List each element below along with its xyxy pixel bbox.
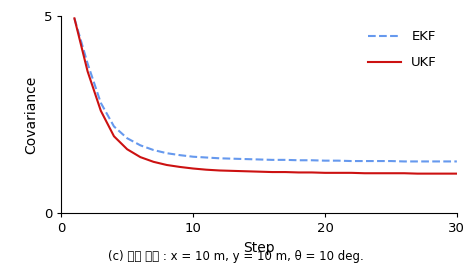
- EKF: [177, 153, 183, 157]
- UKF: [414, 172, 420, 175]
- Line: EKF: EKF: [74, 18, 457, 161]
- EKF: [98, 101, 104, 105]
- UKF: [85, 70, 90, 73]
- UKF: [203, 168, 209, 171]
- EKF: [283, 158, 288, 162]
- EKF: [296, 159, 301, 162]
- EKF: [72, 17, 77, 20]
- UKF: [428, 172, 433, 175]
- EKF: [335, 159, 341, 162]
- UKF: [309, 171, 315, 174]
- UKF: [151, 160, 156, 164]
- EKF: [151, 149, 156, 152]
- EKF: [203, 156, 209, 159]
- UKF: [296, 171, 301, 174]
- EKF: [256, 158, 262, 161]
- EKF: [454, 160, 460, 163]
- EKF: [362, 159, 367, 163]
- UKF: [283, 170, 288, 174]
- EKF: [441, 160, 447, 163]
- EKF: [414, 160, 420, 163]
- UKF: [388, 172, 394, 175]
- Y-axis label: Covariance: Covariance: [24, 76, 38, 154]
- EKF: [190, 155, 196, 158]
- UKF: [217, 169, 222, 172]
- UKF: [164, 163, 170, 167]
- UKF: [243, 170, 249, 173]
- EKF: [388, 159, 394, 163]
- EKF: [309, 159, 315, 162]
- EKF: [111, 125, 117, 128]
- Text: (c) 초기 오차 : x = 10 m, y = 10 m, θ = 10 deg.: (c) 초기 오차 : x = 10 m, y = 10 m, θ = 10 d…: [108, 250, 363, 263]
- UKF: [375, 172, 381, 175]
- UKF: [335, 171, 341, 174]
- UKF: [190, 167, 196, 170]
- UKF: [111, 135, 117, 138]
- X-axis label: Step: Step: [243, 241, 275, 254]
- UKF: [454, 172, 460, 175]
- EKF: [243, 158, 249, 161]
- UKF: [177, 165, 183, 169]
- EKF: [269, 158, 275, 162]
- UKF: [256, 170, 262, 173]
- UKF: [349, 171, 354, 174]
- EKF: [349, 159, 354, 163]
- UKF: [401, 172, 407, 175]
- Legend: EKF, UKF: EKF, UKF: [363, 25, 442, 75]
- UKF: [230, 169, 236, 173]
- UKF: [98, 109, 104, 112]
- EKF: [428, 160, 433, 163]
- EKF: [124, 136, 130, 140]
- EKF: [138, 144, 143, 147]
- EKF: [401, 160, 407, 163]
- EKF: [217, 157, 222, 160]
- UKF: [441, 172, 447, 175]
- UKF: [362, 172, 367, 175]
- UKF: [72, 17, 77, 20]
- EKF: [85, 62, 90, 65]
- UKF: [322, 171, 328, 174]
- EKF: [230, 157, 236, 160]
- EKF: [164, 152, 170, 155]
- Line: UKF: UKF: [74, 18, 457, 174]
- EKF: [322, 159, 328, 162]
- UKF: [138, 156, 143, 159]
- UKF: [124, 148, 130, 151]
- UKF: [269, 170, 275, 174]
- EKF: [375, 159, 381, 163]
